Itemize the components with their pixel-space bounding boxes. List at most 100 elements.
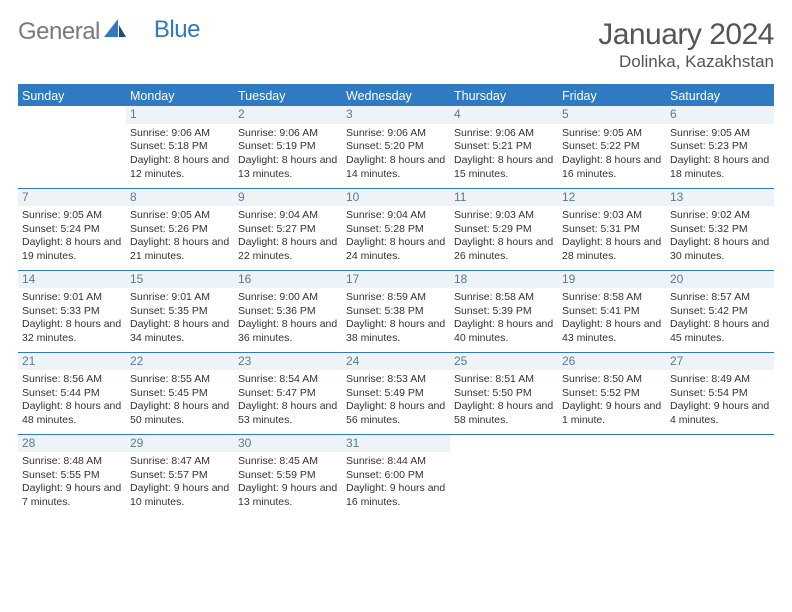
day-number: 13 xyxy=(666,189,774,207)
sunrise-text: Sunrise: 8:44 AM xyxy=(346,455,446,469)
daylight-text: Daylight: 8 hours and 34 minutes. xyxy=(130,318,230,345)
calendar-week-row: 1Sunrise: 9:06 AMSunset: 5:18 PMDaylight… xyxy=(18,106,774,188)
daylight-text: Daylight: 9 hours and 10 minutes. xyxy=(130,482,230,509)
daylight-text: Daylight: 8 hours and 30 minutes. xyxy=(670,236,770,263)
location-subtitle: Dolinka, Kazakhstan xyxy=(598,52,774,72)
sunrise-text: Sunrise: 9:05 AM xyxy=(130,209,230,223)
day-number: 26 xyxy=(558,353,666,371)
sunrise-text: Sunrise: 8:47 AM xyxy=(130,455,230,469)
day-number: 21 xyxy=(18,353,126,371)
calendar-cell: 26Sunrise: 8:50 AMSunset: 5:52 PMDayligh… xyxy=(558,352,666,434)
calendar-cell: 17Sunrise: 8:59 AMSunset: 5:38 PMDayligh… xyxy=(342,270,450,352)
sunset-text: Sunset: 5:35 PM xyxy=(130,305,230,319)
day-content: Sunrise: 9:01 AMSunset: 5:33 PMDaylight:… xyxy=(22,290,122,346)
day-number: 12 xyxy=(558,189,666,207)
daylight-text: Daylight: 8 hours and 24 minutes. xyxy=(346,236,446,263)
day-content: Sunrise: 9:06 AMSunset: 5:19 PMDaylight:… xyxy=(238,126,338,182)
day-number: 27 xyxy=(666,353,774,371)
calendar-cell: 19Sunrise: 8:58 AMSunset: 5:41 PMDayligh… xyxy=(558,270,666,352)
weekday-header: Monday xyxy=(126,85,234,106)
calendar-cell: 3Sunrise: 9:06 AMSunset: 5:20 PMDaylight… xyxy=(342,106,450,188)
sunrise-text: Sunrise: 9:03 AM xyxy=(562,209,662,223)
sunset-text: Sunset: 5:55 PM xyxy=(22,469,122,483)
daylight-text: Daylight: 8 hours and 18 minutes. xyxy=(670,154,770,181)
daylight-text: Daylight: 8 hours and 21 minutes. xyxy=(130,236,230,263)
sunset-text: Sunset: 5:45 PM xyxy=(130,387,230,401)
day-number: 17 xyxy=(342,271,450,289)
daylight-text: Daylight: 9 hours and 16 minutes. xyxy=(346,482,446,509)
calendar-cell xyxy=(18,106,126,188)
daylight-text: Daylight: 8 hours and 56 minutes. xyxy=(346,400,446,427)
sunset-text: Sunset: 5:21 PM xyxy=(454,140,554,154)
daylight-text: Daylight: 8 hours and 15 minutes. xyxy=(454,154,554,181)
day-content: Sunrise: 9:04 AMSunset: 5:27 PMDaylight:… xyxy=(238,208,338,264)
sunrise-text: Sunrise: 9:01 AM xyxy=(22,291,122,305)
sunset-text: Sunset: 5:32 PM xyxy=(670,223,770,237)
calendar-cell: 25Sunrise: 8:51 AMSunset: 5:50 PMDayligh… xyxy=(450,352,558,434)
daylight-text: Daylight: 8 hours and 26 minutes. xyxy=(454,236,554,263)
weekday-header: Friday xyxy=(558,85,666,106)
day-number: 28 xyxy=(18,435,126,453)
day-content: Sunrise: 9:05 AMSunset: 5:24 PMDaylight:… xyxy=(22,208,122,264)
calendar-table: SundayMondayTuesdayWednesdayThursdayFrid… xyxy=(18,84,774,516)
sunset-text: Sunset: 5:41 PM xyxy=(562,305,662,319)
day-number: 31 xyxy=(342,435,450,453)
sunrise-text: Sunrise: 9:04 AM xyxy=(238,209,338,223)
weekday-header: Tuesday xyxy=(234,85,342,106)
daylight-text: Daylight: 9 hours and 7 minutes. xyxy=(22,482,122,509)
day-content: Sunrise: 9:03 AMSunset: 5:31 PMDaylight:… xyxy=(562,208,662,264)
sunrise-text: Sunrise: 9:06 AM xyxy=(130,127,230,141)
sunset-text: Sunset: 5:39 PM xyxy=(454,305,554,319)
weekday-header: Thursday xyxy=(450,85,558,106)
sunset-text: Sunset: 5:33 PM xyxy=(22,305,122,319)
day-content: Sunrise: 8:48 AMSunset: 5:55 PMDaylight:… xyxy=(22,454,122,510)
sunset-text: Sunset: 5:19 PM xyxy=(238,140,338,154)
day-number: 25 xyxy=(450,353,558,371)
daylight-text: Daylight: 8 hours and 58 minutes. xyxy=(454,400,554,427)
sunset-text: Sunset: 5:59 PM xyxy=(238,469,338,483)
day-content: Sunrise: 9:00 AMSunset: 5:36 PMDaylight:… xyxy=(238,290,338,346)
sunrise-text: Sunrise: 8:50 AM xyxy=(562,373,662,387)
sunset-text: Sunset: 5:18 PM xyxy=(130,140,230,154)
sunrise-text: Sunrise: 8:54 AM xyxy=(238,373,338,387)
daylight-text: Daylight: 8 hours and 36 minutes. xyxy=(238,318,338,345)
daylight-text: Daylight: 8 hours and 50 minutes. xyxy=(130,400,230,427)
calendar-cell: 4Sunrise: 9:06 AMSunset: 5:21 PMDaylight… xyxy=(450,106,558,188)
sunset-text: Sunset: 5:42 PM xyxy=(670,305,770,319)
calendar-cell: 13Sunrise: 9:02 AMSunset: 5:32 PMDayligh… xyxy=(666,188,774,270)
sunset-text: Sunset: 5:28 PM xyxy=(346,223,446,237)
calendar-cell: 21Sunrise: 8:56 AMSunset: 5:44 PMDayligh… xyxy=(18,352,126,434)
sunrise-text: Sunrise: 9:06 AM xyxy=(238,127,338,141)
day-number: 18 xyxy=(450,271,558,289)
calendar-cell: 5Sunrise: 9:05 AMSunset: 5:22 PMDaylight… xyxy=(558,106,666,188)
calendar-cell: 27Sunrise: 8:49 AMSunset: 5:54 PMDayligh… xyxy=(666,352,774,434)
calendar-cell: 12Sunrise: 9:03 AMSunset: 5:31 PMDayligh… xyxy=(558,188,666,270)
day-content: Sunrise: 8:55 AMSunset: 5:45 PMDaylight:… xyxy=(130,372,230,428)
day-content: Sunrise: 9:03 AMSunset: 5:29 PMDaylight:… xyxy=(454,208,554,264)
sunset-text: Sunset: 5:57 PM xyxy=(130,469,230,483)
calendar-cell: 15Sunrise: 9:01 AMSunset: 5:35 PMDayligh… xyxy=(126,270,234,352)
sunset-text: Sunset: 5:47 PM xyxy=(238,387,338,401)
sunrise-text: Sunrise: 9:05 AM xyxy=(670,127,770,141)
day-content: Sunrise: 8:53 AMSunset: 5:49 PMDaylight:… xyxy=(346,372,446,428)
daylight-text: Daylight: 9 hours and 4 minutes. xyxy=(670,400,770,427)
day-number: 5 xyxy=(558,106,666,124)
calendar-week-row: 14Sunrise: 9:01 AMSunset: 5:33 PMDayligh… xyxy=(18,270,774,352)
calendar-cell: 20Sunrise: 8:57 AMSunset: 5:42 PMDayligh… xyxy=(666,270,774,352)
weekday-header-row: SundayMondayTuesdayWednesdayThursdayFrid… xyxy=(18,85,774,106)
daylight-text: Daylight: 8 hours and 53 minutes. xyxy=(238,400,338,427)
day-number: 19 xyxy=(558,271,666,289)
daylight-text: Daylight: 8 hours and 38 minutes. xyxy=(346,318,446,345)
daylight-text: Daylight: 8 hours and 40 minutes. xyxy=(454,318,554,345)
calendar-week-row: 21Sunrise: 8:56 AMSunset: 5:44 PMDayligh… xyxy=(18,352,774,434)
sunrise-text: Sunrise: 9:01 AM xyxy=(130,291,230,305)
day-number: 16 xyxy=(234,271,342,289)
sunrise-text: Sunrise: 8:58 AM xyxy=(454,291,554,305)
daylight-text: Daylight: 8 hours and 28 minutes. xyxy=(562,236,662,263)
weekday-header: Saturday xyxy=(666,85,774,106)
sunset-text: Sunset: 5:29 PM xyxy=(454,223,554,237)
calendar-cell: 22Sunrise: 8:55 AMSunset: 5:45 PMDayligh… xyxy=(126,352,234,434)
daylight-text: Daylight: 8 hours and 19 minutes. xyxy=(22,236,122,263)
calendar-cell: 29Sunrise: 8:47 AMSunset: 5:57 PMDayligh… xyxy=(126,434,234,516)
day-content: Sunrise: 8:51 AMSunset: 5:50 PMDaylight:… xyxy=(454,372,554,428)
